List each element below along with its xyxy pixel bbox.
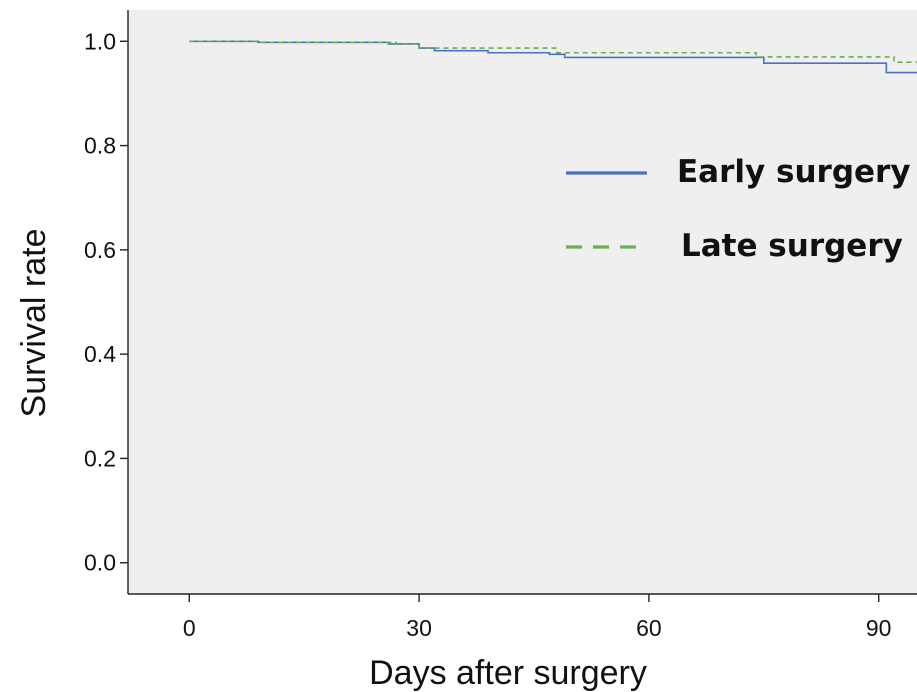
y-tick-label: 0.2 <box>84 445 116 471</box>
y-axis-title: Survival rate <box>15 229 53 418</box>
x-tick-label: 90 <box>866 615 892 641</box>
y-tick-label: 0.6 <box>84 237 116 263</box>
y-tick-label: 1.0 <box>84 28 116 54</box>
legend-label: Late surgery <box>681 228 903 264</box>
y-tick-label: 0.4 <box>84 341 116 367</box>
x-axis-title: Days after surgery <box>369 654 647 692</box>
y-ticks: 0.0 0.2 0.4 0.6 0.8 1.0 <box>84 28 128 576</box>
y-tick-label: 0.0 <box>84 550 116 576</box>
x-tick-label: 0 <box>183 615 196 641</box>
x-tick-label: 30 <box>406 615 432 641</box>
x-ticks: 0 30 60 90 <box>183 594 892 641</box>
series-line-late-surgery <box>189 40 917 63</box>
plot-background <box>128 10 917 594</box>
x-tick-label: 60 <box>636 615 662 641</box>
series-layer <box>189 40 917 74</box>
legend-label: Early surgery <box>677 154 911 190</box>
y-tick-label: 0.8 <box>84 133 116 159</box>
legend: Early surgery Late surgery <box>566 154 911 264</box>
